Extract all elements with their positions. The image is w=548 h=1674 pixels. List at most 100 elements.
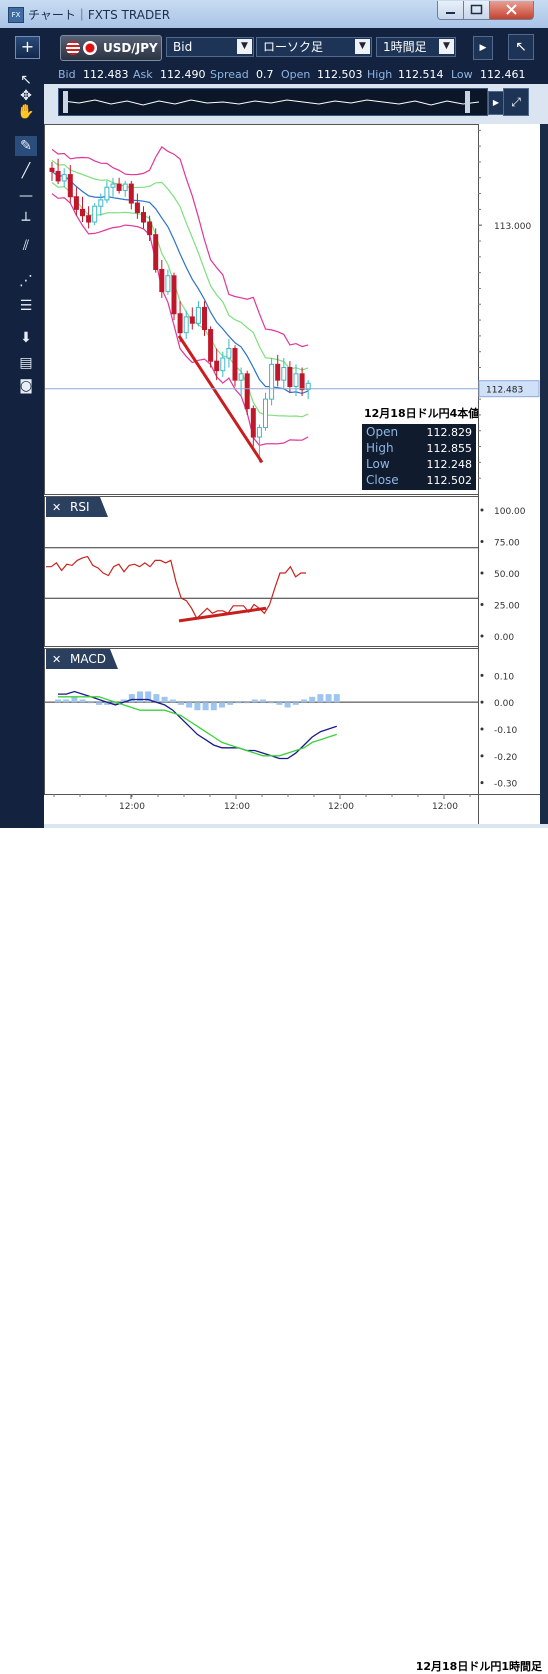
price-plot[interactable]: 12月18日ドル円4本値 Open 112.829 High 112.855 Low 112… [44,146,479,490]
candle-body [110,183,116,188]
macd-histogram-bar [292,702,299,705]
ohlc-low-label: Low [366,457,390,471]
macd-tab [46,649,118,669]
candle-body [67,174,73,198]
plus-icon: + [20,37,35,56]
macd-histogram-bar [268,702,275,704]
window-title: チャート｜FXTS TRADER [28,8,171,22]
bollinger-lower-band [51,193,309,447]
drawing-toolbar: ↖ ✥ ✋ ✎ ╱ — ┴ ⫽ ⋰ ☰ ⬇ ▤ ◙ [0,66,44,828]
macd-plot[interactable]: MACD ✕ [44,649,478,760]
maximize-button[interactable] [463,1,490,20]
overview-navigator[interactable] [58,88,488,116]
macd-histogram-bar [137,691,143,703]
add-chart-button[interactable]: + [15,36,40,59]
rsi-plot[interactable]: RSI ✕ [44,497,478,646]
vertical-line-icon: ┴ [21,213,31,229]
candle-body [269,363,275,400]
macd-histogram-bar [260,699,266,703]
rsi-tick-label: 100.00 [494,507,526,517]
currency-pair-label: USD/JPY [103,41,158,55]
overview-scroll-button[interactable]: ▶ [488,91,504,115]
ohlc-low-value: 112.248 [427,458,473,471]
open-label: Open [281,68,311,81]
spread-value: 0.7 [256,68,274,81]
macd-histogram-bar [161,696,168,703]
macd-tick-label: 0.00 [494,699,514,709]
macd-histogram-bar [219,702,225,708]
candle-body [287,367,293,387]
candle-body [293,373,299,387]
macd-tick-label: -0.20 [494,753,518,763]
horizontal-line-tool[interactable]: — [15,186,37,206]
chart-canvas: 12月18日ドル円4本値 Open 112.829 High 112.855 Low 112… [44,124,540,824]
expand-overview-button[interactable]: ⤢ [503,88,529,116]
macd-histogram-bar [120,699,127,703]
arrow-up-left-icon: ↖ [515,39,527,55]
minimize-icon [446,12,455,14]
timeframe-select[interactable]: 1時間足 ▼ [376,37,456,57]
candle-body [73,196,79,210]
ask-value: 112.490 [160,68,206,81]
japan-flag-icon [83,41,97,55]
bid-value: 112.483 [83,68,129,81]
open-value: 112.503 [317,68,363,81]
macd-histogram-bar [243,702,250,704]
macd-histogram-bar [153,694,160,703]
macd-histogram-bar [317,694,324,703]
us-flag-icon [66,41,80,55]
ohlc-open-value: 112.829 [427,426,473,439]
minimize-button[interactable] [437,1,464,20]
price-type-select[interactable]: Bid ▼ [166,37,254,57]
currency-pair-button[interactable]: USD/JPY [60,35,162,61]
rsi-background [45,497,478,646]
macd-histogram-bar [251,699,258,703]
close-button[interactable] [489,1,534,20]
rsi-tick [480,571,484,575]
macd-tick-label: -0.30 [494,780,518,790]
list-tool[interactable]: ☰ [15,296,37,316]
candle-body [92,205,98,223]
candle-body [86,215,92,223]
download-tool[interactable]: ⬇ [15,328,37,348]
candle-body [189,316,195,324]
hand-tool[interactable]: ✋ [15,102,37,122]
macd-histogram-bar [178,702,184,705]
chart-window: FX チャート｜FXTS TRADER + USD/JPY Bid ▼ ローソク… [0,0,548,828]
current-price-tag [478,380,540,398]
chart-type-select[interactable]: ローソク足 ▼ [256,37,372,57]
table-tool[interactable]: ▤ [15,353,37,373]
spread-label: Spread [210,68,249,81]
candle-body [141,212,146,223]
candle-body [281,367,287,381]
chevron-down-icon: ▼ [355,39,370,54]
panel-toggle-button[interactable]: ▶ [473,36,493,60]
chevron-down-icon: ▼ [439,39,454,54]
macd-histogram-bar [276,702,283,705]
cursor-tool[interactable]: ↖ [15,70,37,90]
time-tick-label: 12:00 [224,802,250,812]
expand-icon: ⤢ [511,95,521,109]
camera-tool[interactable]: ◙ [15,376,37,396]
line-tool[interactable]: ╱ [15,161,37,181]
vertical-line-tool[interactable]: ┴ [15,211,37,231]
fibonacci-tool[interactable]: ⋰ [15,271,37,291]
parallel-lines-icon: ⫽ [22,238,30,254]
candle-body [159,268,165,293]
candle-body [183,316,189,334]
undock-button[interactable]: ↖ [508,34,534,60]
candle-body [165,275,171,293]
candle-body [208,329,214,362]
macd-histogram-bar [227,702,234,705]
crosshair-tool[interactable]: ✥ [15,86,37,106]
pencil-tool[interactable]: ✎ [15,136,37,156]
title-bar[interactable]: FX チャート｜FXTS TRADER [0,0,548,29]
parallel-lines-tool[interactable]: ⫽ [15,236,37,256]
macd-histogram-bar [87,702,94,704]
right-scrollbar[interactable] [540,124,548,824]
macd-line [58,690,338,760]
candle-body [214,360,220,372]
candle-body [153,234,159,270]
macd-histogram-bar [309,696,316,703]
macd-tick [480,781,484,785]
